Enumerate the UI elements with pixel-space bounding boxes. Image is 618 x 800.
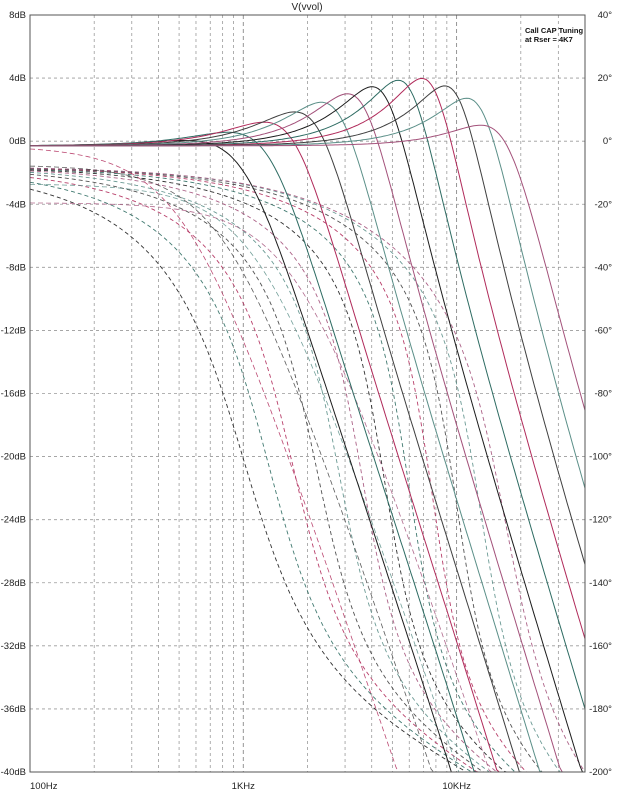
x-tick-label: 1KHz (232, 781, 255, 792)
y-left-tick-label: -24dB (1, 515, 26, 526)
magnitude-series-line (30, 85, 586, 565)
y-right-tick-label: -40° (594, 262, 612, 273)
y-left-tick-label: -40dB (1, 767, 26, 778)
y-right-tick-label: 40° (598, 10, 613, 21)
phase-series-line (29, 168, 585, 773)
axis-labels: 8dB 4dB 0dB -4dB -8dB -12dB -16dB -20dB -24dB -28… (1, 10, 613, 792)
y-left-tick-label: 0dB (9, 136, 26, 147)
phase-series-line (29, 167, 585, 773)
y-right-tick-label: -160° (589, 641, 612, 652)
phase-series-line (30, 167, 586, 773)
y-right-tick-label: 20° (598, 73, 613, 84)
phase-series-line (29, 177, 585, 773)
y-right-tick-label: -200° (589, 767, 612, 778)
grid (30, 15, 585, 772)
chart-title: V(vvol) (291, 2, 322, 13)
magnitude-series-line (30, 121, 585, 773)
y-left-tick-label: -4dB (6, 199, 26, 210)
phase-series-line (29, 181, 585, 773)
lowq-series-line (29, 148, 585, 773)
y-left-tick-label: -12dB (1, 325, 26, 336)
x-tick-label: 100Hz (30, 781, 58, 792)
y-left-tick-label: -36dB (1, 704, 26, 715)
y-right-tick-label: -20° (594, 199, 612, 210)
annotation-line-1: Call CAP Tuning (525, 26, 583, 35)
y-right-tick-label: 0° (603, 136, 612, 147)
y-right-tick-label: -120° (589, 515, 612, 526)
y-right-tick-label: -140° (589, 578, 612, 589)
y-left-tick-label: -16dB (1, 389, 26, 400)
y-left-tick-label: -20dB (1, 452, 26, 463)
phase-series-line (29, 169, 585, 773)
y-right-tick-label: -180° (589, 704, 612, 715)
x-tick-label: 10KHz (442, 781, 471, 792)
phase-series-line (29, 170, 585, 773)
y-left-tick-label: 4dB (9, 73, 26, 84)
y-left-tick-label: 8dB (9, 10, 26, 21)
phase-series-line (29, 171, 585, 773)
y-right-tick-label: -100° (589, 452, 612, 463)
plot-frame (29, 14, 586, 773)
y-left-tick-label: -8dB (6, 262, 26, 273)
magnitude-curves (29, 77, 586, 773)
magnitude-series-line (30, 124, 586, 411)
y-right-tick-label: -80° (594, 389, 612, 400)
phase-series-line (29, 188, 585, 773)
y-left-tick-label: -28dB (1, 578, 26, 589)
annotation-line-2: at Rser = 4K7 (525, 35, 573, 44)
lowq-series-line (29, 202, 585, 773)
y-right-tick-label: -60° (594, 325, 612, 336)
y-left-tick-label: -32dB (1, 641, 26, 652)
